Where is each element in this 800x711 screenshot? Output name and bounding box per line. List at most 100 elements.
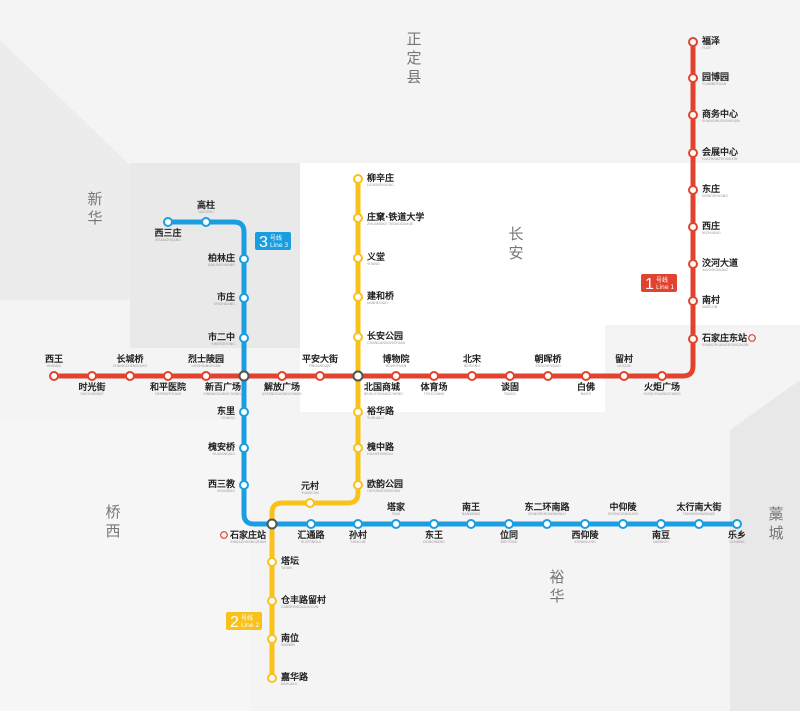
station-pinyin: BEIGUOSHANGCHENG [364, 392, 403, 396]
station-name: 商务中心 [702, 108, 738, 120]
station-dot-icon [391, 519, 401, 529]
station-pinyin: HUITONGLU [301, 540, 322, 544]
station-dot-icon [267, 596, 277, 606]
station-name: 园博园 [702, 71, 729, 83]
station-pinyin: OUYUNGONGYUAN [367, 489, 400, 493]
station-name: 朝晖桥 [534, 353, 562, 365]
badge-background [226, 612, 262, 630]
station-pinyin: LIUCUN [617, 364, 631, 368]
station-line1-13 [505, 371, 515, 381]
station-name: 博物院 [382, 353, 409, 365]
station-dot-icon [353, 407, 363, 417]
station-line2-6 [353, 407, 363, 417]
station-line1-16 [619, 371, 629, 381]
station-dot-icon [353, 332, 363, 342]
station-pinyin: SHIZHUANG [214, 302, 235, 306]
station-name: 洨河大道 [702, 257, 738, 269]
station-line3-16 [542, 519, 552, 529]
station-dot-icon [467, 371, 477, 381]
station-name: 谈固 [501, 381, 519, 393]
station-dot-icon [688, 73, 698, 83]
station-pinyin: SHIGUANGJIE [80, 392, 103, 396]
station-line1-23 [688, 148, 698, 158]
station-pinyin: YUHUALU [367, 416, 384, 420]
station-line1-19 [688, 296, 698, 306]
station-name: 庄窠·铁道大学 [367, 211, 424, 223]
station-pinyin: XIWANG [47, 364, 62, 368]
station-dot-icon [239, 254, 249, 264]
station-pinyin: HEPINGYIYUAN [155, 392, 181, 396]
station-name: 西三庄 [154, 227, 181, 239]
station-name: 柏林庄 [208, 252, 235, 264]
badge-cn: 号线 [656, 276, 668, 284]
station-line2-4 [353, 292, 363, 302]
station-dot-icon [618, 519, 628, 529]
station-pinyin: WEITONG [501, 540, 518, 544]
station-pinyin: GAOZHU [198, 210, 214, 214]
station-line2-13 [267, 673, 277, 683]
station-line3-1 [163, 217, 173, 227]
station-name: 和平医院 [149, 381, 186, 393]
station-line3-3 [239, 254, 249, 264]
station-name: 白佛 [577, 381, 595, 393]
station-dot-icon [49, 371, 59, 381]
district-label-zhengding: 正定县 [406, 30, 422, 86]
station-line1-15 [581, 371, 591, 381]
station-name: 高柱 [197, 199, 215, 211]
station-dot-icon [619, 371, 629, 381]
station-dot-icon [201, 217, 211, 227]
station-dot-icon [732, 519, 742, 529]
station-pinyin: SHIJIAZHUANGDONGZHAN [702, 343, 749, 347]
station-dot-icon [543, 371, 553, 381]
station-pinyin: HUAIZHONGLU [367, 452, 394, 456]
station-line2-7 [353, 443, 363, 453]
station-dot-icon [353, 443, 363, 453]
station-name: 福泽 [701, 35, 720, 47]
station-name: 新百广场 [205, 381, 241, 393]
transfer-station-icon [266, 518, 278, 530]
station-line1-8 [315, 371, 325, 381]
station-name: 平安大街 [302, 353, 338, 365]
station-pinyin: TIYUCHANG [423, 392, 445, 396]
station-name: 南王 [462, 501, 480, 513]
badge-background [641, 274, 677, 292]
station-line3-4 [239, 293, 249, 303]
station-line3-13 [429, 519, 439, 529]
station-line1-22 [688, 185, 698, 195]
station-name: 欧韵公园 [367, 478, 403, 490]
station-dot-icon [688, 334, 698, 344]
station-name: 南村 [702, 294, 720, 306]
station-name: 乐乡 [728, 529, 746, 541]
badge-cn: 号线 [241, 614, 253, 622]
district-label-yuhua: 裕华 [549, 568, 565, 605]
station-pinyin: LEXIANG [729, 540, 745, 544]
station-name: 塔家 [387, 501, 406, 513]
badge-cn: 号线 [270, 234, 282, 242]
station-dot-icon [688, 185, 698, 195]
station-line1-21 [688, 222, 698, 232]
station-dot-icon [542, 519, 552, 529]
station-dot-icon [688, 222, 698, 232]
station-name: 烈士陵园 [188, 353, 224, 365]
station-line2-5 [353, 332, 363, 342]
station-pinyin: XIZHUANG [702, 231, 721, 235]
station-pinyin: TAJIA [391, 512, 401, 516]
station-line1-17 [657, 371, 667, 381]
station-name: 市庄 [217, 291, 235, 303]
station-pinyin: NANWEI [281, 643, 295, 647]
station-line3-12 [391, 519, 401, 529]
badge-en: Line 1 [656, 284, 674, 291]
station-name: 塔坛 [281, 555, 299, 567]
station-pinyin: BAIFO [581, 392, 592, 396]
station-pinyin: NANCUN [702, 305, 718, 309]
station-pinyin: TANGU [503, 392, 517, 396]
station-dot-icon [239, 333, 249, 343]
station-pinyin: LIUXINZHUANG [367, 183, 394, 187]
station-line3-8 [239, 480, 249, 490]
station-name: 槐中路 [366, 441, 395, 453]
station-pinyin: CHANGCHENGQIAO [113, 364, 148, 368]
station-dot-icon [267, 557, 277, 567]
station-dot-icon [163, 371, 173, 381]
